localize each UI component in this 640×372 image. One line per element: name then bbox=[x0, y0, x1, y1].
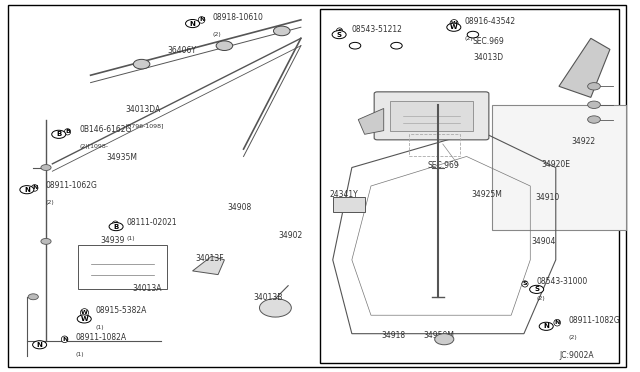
Bar bbox=[390, 101, 473, 131]
Text: W: W bbox=[450, 24, 458, 30]
Circle shape bbox=[540, 322, 553, 330]
Circle shape bbox=[186, 19, 200, 28]
Text: 34939: 34939 bbox=[100, 236, 125, 245]
Circle shape bbox=[391, 42, 402, 49]
Text: 08111-02021: 08111-02021 bbox=[127, 218, 177, 227]
Text: S: S bbox=[337, 32, 342, 38]
Circle shape bbox=[216, 41, 233, 51]
Circle shape bbox=[109, 222, 123, 231]
Text: (2): (2) bbox=[568, 335, 577, 340]
Circle shape bbox=[349, 42, 361, 49]
Text: 0B146-6162G: 0B146-6162G bbox=[79, 125, 131, 134]
Text: 34902: 34902 bbox=[278, 231, 303, 240]
Text: 34013DA: 34013DA bbox=[125, 105, 161, 114]
Text: 34918: 34918 bbox=[382, 331, 406, 340]
Text: 24341Y: 24341Y bbox=[330, 190, 358, 199]
Text: 34950M: 34950M bbox=[423, 331, 454, 340]
Text: 34925M: 34925M bbox=[472, 190, 502, 199]
Circle shape bbox=[588, 116, 600, 123]
FancyBboxPatch shape bbox=[374, 92, 489, 140]
Text: W: W bbox=[81, 310, 88, 315]
Circle shape bbox=[530, 285, 543, 294]
Text: 34904: 34904 bbox=[532, 237, 556, 246]
Text: (1): (1) bbox=[76, 352, 84, 357]
Polygon shape bbox=[193, 256, 225, 275]
Polygon shape bbox=[358, 109, 384, 134]
Text: SEC.969: SEC.969 bbox=[473, 38, 505, 46]
Circle shape bbox=[588, 83, 600, 90]
Text: 08916-43542: 08916-43542 bbox=[465, 17, 516, 26]
Text: 08911-1082A: 08911-1082A bbox=[76, 333, 127, 342]
Text: B: B bbox=[65, 129, 70, 134]
Text: 08911-1062G: 08911-1062G bbox=[46, 182, 98, 190]
Text: N: N bbox=[189, 20, 195, 26]
Text: 34910: 34910 bbox=[536, 192, 559, 202]
Text: (1): (1) bbox=[127, 236, 136, 241]
Circle shape bbox=[52, 130, 66, 138]
Bar bbox=[409, 134, 460, 157]
Text: 34013F: 34013F bbox=[196, 254, 225, 263]
Text: [0796-1098]: [0796-1098] bbox=[125, 124, 164, 129]
Circle shape bbox=[259, 299, 291, 317]
Text: (2): (2) bbox=[465, 36, 474, 41]
Text: (2): (2) bbox=[213, 32, 221, 37]
Text: B: B bbox=[56, 131, 61, 137]
Polygon shape bbox=[559, 38, 610, 97]
Text: S: S bbox=[534, 286, 539, 292]
Text: 34935M: 34935M bbox=[106, 153, 138, 162]
Text: 08915-5382A: 08915-5382A bbox=[95, 306, 147, 315]
Bar bbox=[492, 105, 626, 230]
Text: (2): (2) bbox=[46, 200, 55, 205]
Text: 34013A: 34013A bbox=[132, 284, 161, 293]
Text: 34013D: 34013D bbox=[473, 53, 503, 62]
Text: 36406Y: 36406Y bbox=[167, 46, 196, 55]
Circle shape bbox=[467, 31, 479, 38]
Circle shape bbox=[447, 23, 461, 31]
Circle shape bbox=[77, 315, 92, 323]
Text: 34013B: 34013B bbox=[253, 293, 282, 302]
Text: N: N bbox=[543, 323, 549, 329]
Bar bbox=[78, 245, 167, 289]
Text: N: N bbox=[24, 187, 30, 193]
Text: B: B bbox=[113, 224, 118, 230]
Circle shape bbox=[33, 341, 47, 349]
Circle shape bbox=[41, 164, 51, 170]
Text: 34922: 34922 bbox=[572, 137, 596, 146]
Text: W: W bbox=[81, 316, 88, 322]
Text: B: B bbox=[113, 222, 118, 227]
Text: 34920E: 34920E bbox=[541, 160, 571, 169]
Text: 08543-31000: 08543-31000 bbox=[537, 278, 588, 286]
Text: (2): (2) bbox=[537, 296, 545, 301]
Text: 34908: 34908 bbox=[228, 203, 252, 212]
Text: N: N bbox=[32, 185, 37, 190]
Text: 08911-1082G: 08911-1082G bbox=[568, 316, 620, 325]
Text: S: S bbox=[337, 29, 342, 33]
Circle shape bbox=[273, 26, 290, 36]
Circle shape bbox=[332, 31, 346, 39]
Text: (1): (1) bbox=[95, 325, 104, 330]
Text: N: N bbox=[36, 342, 42, 348]
Text: 08543-51212: 08543-51212 bbox=[351, 25, 402, 33]
Bar bbox=[320, 9, 620, 363]
Circle shape bbox=[588, 101, 600, 109]
Text: (2)[1098-: (2)[1098- bbox=[79, 144, 108, 149]
Circle shape bbox=[28, 294, 38, 300]
Text: N: N bbox=[62, 337, 67, 342]
Text: SEC.969: SEC.969 bbox=[427, 161, 459, 170]
Text: W: W bbox=[451, 21, 458, 26]
Text: (4): (4) bbox=[351, 43, 360, 48]
Circle shape bbox=[41, 238, 51, 244]
Circle shape bbox=[435, 334, 454, 345]
Text: 08918-10610: 08918-10610 bbox=[213, 13, 264, 22]
Circle shape bbox=[133, 60, 150, 69]
Text: S: S bbox=[523, 282, 527, 286]
Bar bbox=[333, 197, 365, 212]
Text: JC:9002A: JC:9002A bbox=[559, 350, 593, 359]
Text: N: N bbox=[554, 320, 560, 325]
Circle shape bbox=[20, 186, 34, 194]
Text: N: N bbox=[199, 17, 204, 22]
